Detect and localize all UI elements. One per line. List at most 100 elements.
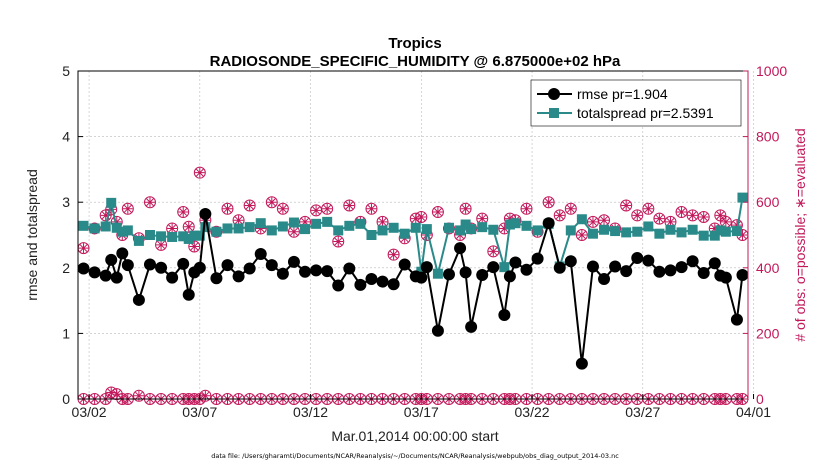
y-tick-label: 5 <box>62 63 70 79</box>
totalspread-point <box>610 226 621 237</box>
rmse-point <box>442 268 455 281</box>
rmse-point <box>398 258 411 271</box>
totalspread-point <box>460 219 471 230</box>
obs-evaluated-marker <box>377 216 388 227</box>
rmse-point <box>343 262 356 275</box>
obs-evaluated-marker <box>255 223 266 234</box>
obs-evaluated-marker <box>288 226 299 237</box>
obs-possible-marker <box>620 199 633 212</box>
rmse-point <box>193 261 206 274</box>
totalspread-point <box>117 226 128 237</box>
totalspread-point <box>100 221 111 232</box>
obs-evaluated-marker <box>499 223 510 234</box>
obs-evaluated-marker <box>333 236 344 247</box>
obs-evaluated-marker <box>488 246 499 257</box>
rmse-point <box>465 320 478 333</box>
rmse-point <box>210 272 223 285</box>
obs-evaluated-marker <box>167 223 178 234</box>
x-tick-label: 04/01 <box>736 404 771 420</box>
y-right-tick-label: 200 <box>756 325 780 341</box>
obs-evaluated-marker <box>737 230 748 240</box>
obs-evaluated-marker <box>266 197 277 208</box>
rmse-point <box>730 313 743 326</box>
rmse-point <box>459 266 472 279</box>
legend-rmse-label: rmse pr=1.904 <box>577 86 668 102</box>
obs-evaluated-marker <box>643 203 654 214</box>
obs-possible-marker <box>553 209 566 222</box>
obs-evaluated-marker <box>576 230 587 240</box>
totalspread-point <box>288 217 299 228</box>
rmse-point <box>642 254 655 267</box>
y-right-tick-label: 0 <box>756 391 764 407</box>
y-tick-label: 2 <box>62 260 70 276</box>
y-tick-label: 1 <box>62 325 70 341</box>
obs-possible-marker <box>210 225 223 238</box>
obs-possible-marker <box>387 248 400 261</box>
obs-possible-marker <box>675 206 688 219</box>
rmse-point <box>121 259 134 272</box>
rmse-point <box>387 278 400 291</box>
totalspread-point <box>122 225 133 236</box>
rmse-point <box>531 252 544 265</box>
obs-evaluated-marker <box>477 213 488 224</box>
totalspread-point <box>200 222 211 233</box>
rmse-point <box>332 279 345 292</box>
obs-evaluated-marker <box>416 211 427 222</box>
rmse-point <box>564 255 577 268</box>
rmse-point <box>155 261 168 274</box>
obs-evaluated-marker <box>709 223 720 234</box>
footnote: data file: /Users/gharamti/Documents/NCA… <box>211 452 619 460</box>
totalspread-layer <box>78 192 748 279</box>
obs-possible-marker <box>332 235 345 248</box>
obs-evaluated-marker <box>244 200 255 211</box>
obs-evaluated-marker <box>632 210 643 221</box>
rmse-point <box>221 259 234 272</box>
totalspread-point <box>78 220 89 231</box>
rmse-point <box>420 261 433 274</box>
obs-possible-marker <box>243 199 256 212</box>
totalspread-point <box>244 222 255 233</box>
rmse-point <box>232 270 245 283</box>
totalspread-point <box>488 224 499 235</box>
obs-evaluated-marker <box>654 213 665 224</box>
totalspread-point <box>632 226 643 237</box>
obs-evaluated-marker <box>122 203 133 214</box>
rmse-point <box>132 293 145 306</box>
obs-evaluated-marker <box>300 216 311 227</box>
obs-evaluated-marker <box>194 167 205 178</box>
obs-possible-marker <box>321 202 334 215</box>
totalspread-point <box>421 224 432 235</box>
totalspread-point <box>333 225 344 236</box>
rmse-point <box>598 272 611 285</box>
obs-evaluated-marker <box>111 216 122 227</box>
obs-evaluated-marker <box>565 203 576 214</box>
chart-title: Tropics <box>388 35 441 52</box>
rmse-point <box>99 269 112 282</box>
totalspread-point <box>715 225 726 236</box>
rmse-point <box>719 271 732 284</box>
obs-evaluated-marker <box>521 203 532 214</box>
totalspread-point <box>587 228 598 239</box>
obs-possible-marker <box>193 166 206 179</box>
obs-evaluated-marker <box>720 216 731 227</box>
obs-evaluated-marker <box>100 210 111 221</box>
obs-evaluated-marker <box>460 203 471 214</box>
totalspread-point <box>521 220 532 231</box>
rmse-point <box>321 265 334 278</box>
totalspread-point <box>300 224 311 235</box>
obs-evaluated-marker <box>344 200 355 211</box>
obs-evaluated-marker <box>676 207 687 218</box>
rmse-point <box>110 271 123 284</box>
rmse-point <box>287 255 300 268</box>
y-axis-label-right: # of obs: o=possible; ∗=evaluated <box>792 128 808 341</box>
x-tick-label: 03/27 <box>625 404 660 420</box>
obs-possible-marker <box>177 206 190 219</box>
totalspread-point <box>477 222 488 233</box>
obs-evaluated-marker <box>432 207 443 218</box>
obs-possible-marker <box>188 240 201 253</box>
totalspread-point <box>443 222 454 233</box>
totalspread-point <box>311 218 322 229</box>
rmse-point <box>415 271 428 284</box>
obs-evaluated-marker <box>200 390 211 401</box>
